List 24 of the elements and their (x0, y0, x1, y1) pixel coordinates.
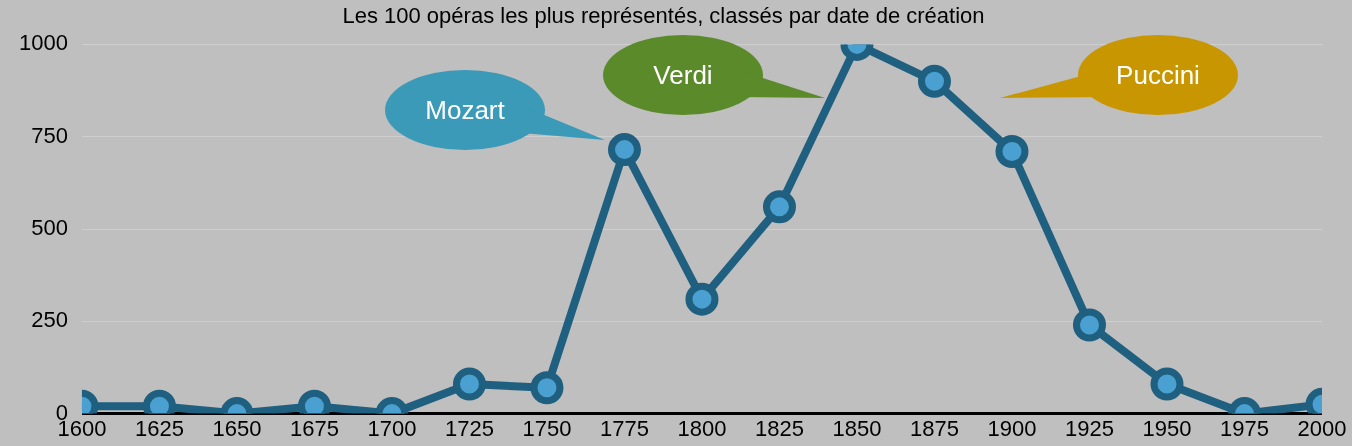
y-tick-label: 250 (31, 307, 68, 333)
x-tick-label: 1900 (987, 415, 1037, 441)
chart-title: Les 100 opéras les plus représentés, classés par date de création (342, 3, 985, 29)
x-tick-label: 1700 (367, 415, 417, 441)
x-tick-label: 1725 (444, 415, 494, 441)
x-tick-label: 1650 (212, 415, 262, 441)
annotation: Puccini (1116, 59, 1200, 91)
y-tick-label: 500 (31, 215, 68, 241)
annotation: Verdi (653, 59, 713, 91)
x-tick-label: 1875 (910, 415, 959, 441)
x-tick-label: 1775 (599, 415, 649, 441)
annotation: Mozart (425, 94, 505, 126)
x-tick-label: 1825 (755, 415, 804, 441)
x-tick-label: 1800 (677, 415, 727, 441)
y-tick-label: 1000 (18, 30, 68, 56)
x-tick-label: 1925 (1065, 415, 1114, 441)
y-tick-label: 750 (31, 122, 68, 148)
x-tick-label: 2000 (1297, 415, 1347, 441)
x-tick-label: 1975 (1220, 415, 1269, 441)
x-tick-label: 1625 (134, 415, 184, 441)
x-tick-label: 1750 (522, 415, 572, 441)
x-tick-label: 1675 (289, 415, 339, 441)
x-tick-label: 1850 (832, 415, 882, 441)
x-tick-label: 1950 (1142, 415, 1192, 441)
